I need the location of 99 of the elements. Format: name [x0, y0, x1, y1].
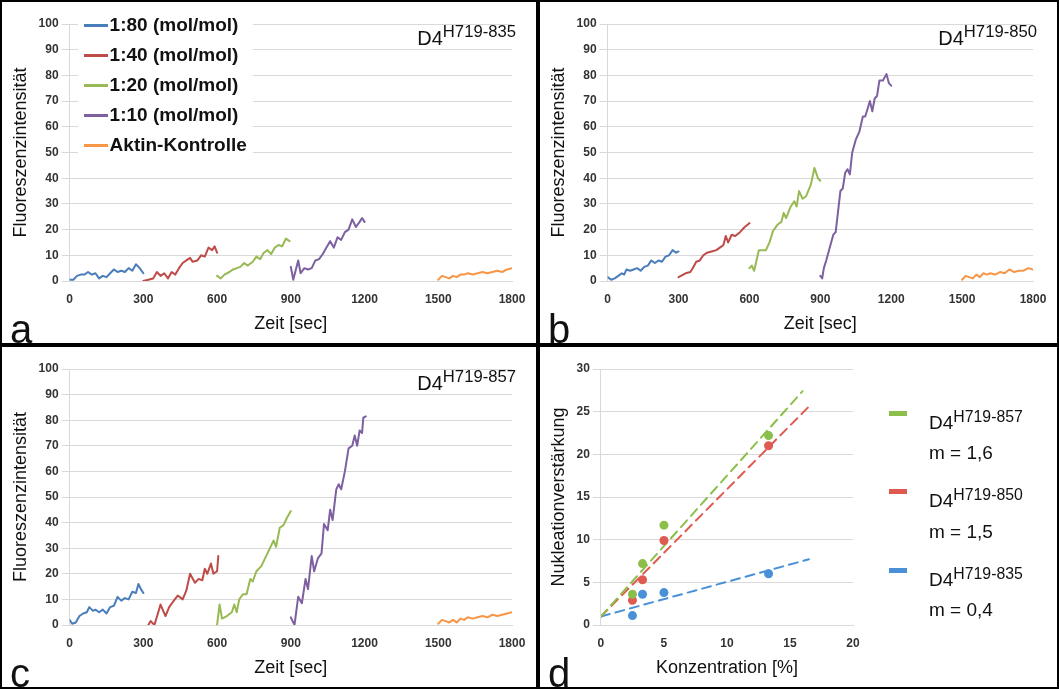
x-tick-label: 600 — [207, 635, 228, 650]
y-tick-label: 50 — [45, 144, 59, 159]
legend-label: D4$^{H719-857}$ m = 1,6 — [929, 407, 1023, 466]
y-tick-label: 25 — [576, 403, 591, 418]
point — [659, 536, 669, 546]
x-axis-title: Zeit [sec] — [254, 657, 328, 678]
y-tick-label: 70 — [45, 93, 59, 108]
x-tick-label: 5 — [660, 635, 668, 650]
point — [638, 559, 648, 569]
y-tick-label: 80 — [583, 67, 597, 82]
x-tick-label: 1500 — [948, 291, 976, 306]
y-tick-label: 20 — [576, 446, 591, 461]
chart-title: D4$^{H719-850}$ — [938, 22, 1037, 50]
x-tick-label: 900 — [280, 291, 302, 306]
x-tick-label: 300 — [668, 291, 689, 306]
y-tick-label: 0 — [51, 617, 59, 632]
point — [627, 611, 637, 621]
y-tick-label: 10 — [45, 247, 59, 262]
x-tick-label: 300 — [133, 635, 154, 650]
point — [627, 589, 637, 599]
x-tick-label: 15 — [783, 635, 797, 650]
y-tick-label: 30 — [45, 540, 59, 555]
x-tick-label: 0 — [66, 291, 74, 306]
legend-label: 1:10 (mol/mol) — [109, 103, 239, 127]
chart-title: D4$^{H719-835}$ — [417, 22, 516, 50]
y-tick-label: 10 — [45, 591, 59, 606]
x-tick-label: 10 — [720, 635, 734, 650]
x-tick-label: 600 — [207, 291, 228, 306]
y-tick-label: 40 — [45, 514, 59, 529]
y-tick-label: 5 — [583, 574, 591, 589]
text: b — [548, 307, 571, 345]
y-tick-label: 30 — [45, 196, 59, 211]
y-axis-title: Fluoreszenzintensität — [9, 411, 30, 583]
y-tick-label: 100 — [38, 16, 59, 31]
x-tick-label: 1200 — [877, 291, 905, 306]
y-tick-label: 30 — [583, 196, 597, 211]
y-tick-label: 100 — [576, 16, 597, 31]
x-tick-label: 1200 — [351, 291, 379, 306]
y-tick-label: 70 — [45, 438, 59, 453]
y-tick-label: 10 — [576, 531, 591, 546]
x-axis-title: Zeit [sec] — [783, 313, 857, 334]
text: a — [10, 307, 33, 345]
x-tick-label: 1800 — [498, 635, 526, 650]
y-axis-title: Fluoreszenzintensität — [547, 67, 568, 238]
y-tick-label: 80 — [45, 67, 59, 82]
x-tick-label: 1200 — [351, 635, 379, 650]
point — [659, 588, 669, 598]
x-axis-title: Konzentration [%] — [655, 657, 799, 678]
point — [764, 441, 774, 451]
x-tick-label: 900 — [810, 291, 831, 306]
point — [638, 589, 648, 599]
y-axis-title: Nukleationverstärkung — [547, 407, 568, 587]
y-tick-label: 90 — [45, 42, 59, 57]
text: c — [10, 651, 30, 689]
y-tick-label: 0 — [589, 273, 597, 288]
point — [638, 575, 648, 585]
point — [659, 520, 669, 530]
y-tick-label: 40 — [583, 170, 597, 185]
legend-label: 1:80 (mol/mol) — [109, 13, 239, 37]
legend-label: Aktin-Kontrolle — [109, 133, 247, 157]
y-tick-label: 60 — [45, 463, 59, 478]
y-tick-label: 50 — [45, 489, 59, 504]
y-tick-label: 10 — [583, 247, 597, 262]
y-axis-title: Fluoreszenzintensität — [9, 67, 30, 238]
y-tick-label: 40 — [45, 170, 59, 185]
chart-title: D4$^{H719-857}$ — [417, 367, 516, 395]
y-tick-label: 30 — [576, 361, 591, 376]
x-tick-label: 900 — [280, 635, 302, 650]
text: d — [548, 651, 571, 689]
y-tick-label: 0 — [51, 273, 59, 288]
x-tick-label: 1500 — [424, 291, 452, 306]
x-tick-label: 1800 — [1019, 291, 1047, 306]
y-tick-label: 70 — [583, 93, 597, 108]
y-tick-label: 80 — [45, 412, 59, 427]
legend-label: D4$^{H719-835}$ m = 0,4 — [929, 563, 1023, 622]
y-tick-label: 20 — [45, 566, 59, 581]
y-tick-label: 90 — [583, 42, 597, 57]
y-tick-label: 15 — [576, 489, 591, 504]
y-tick-label: 100 — [38, 361, 59, 376]
y-tick-label: 0 — [583, 617, 591, 632]
legend-label: D4$^{H719-850}$ m = 1,5 — [929, 485, 1023, 544]
x-tick-label: 0 — [604, 291, 612, 306]
x-axis-title: Zeit [sec] — [254, 313, 328, 334]
y-tick-label: 60 — [583, 119, 597, 134]
y-tick-label: 60 — [45, 119, 59, 134]
x-tick-label: 1500 — [424, 635, 452, 650]
point — [764, 431, 774, 441]
point — [764, 569, 774, 579]
x-tick-label: 600 — [739, 291, 760, 306]
y-tick-label: 20 — [583, 221, 597, 236]
legend-label: 1:40 (mol/mol) — [109, 43, 239, 67]
x-tick-label: 20 — [846, 635, 860, 650]
y-tick-label: 90 — [45, 386, 59, 401]
x-tick-label: 300 — [133, 291, 154, 306]
legend-label: 1:20 (mol/mol) — [109, 73, 239, 97]
y-tick-label: 50 — [583, 144, 597, 159]
x-tick-label: 0 — [66, 635, 74, 650]
x-tick-label: 1800 — [498, 291, 526, 306]
y-tick-label: 20 — [45, 221, 59, 236]
